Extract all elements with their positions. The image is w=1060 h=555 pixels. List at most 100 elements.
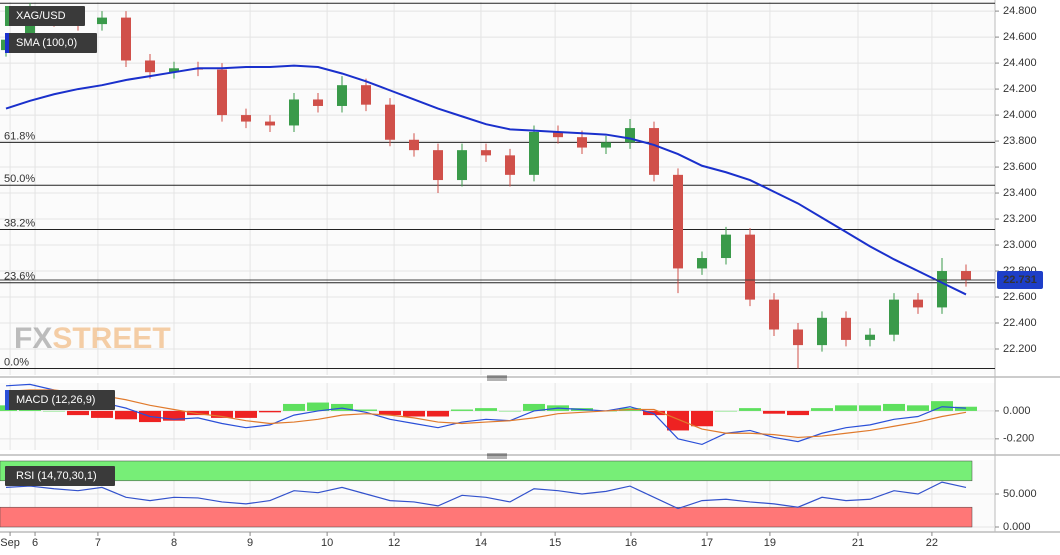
histogram-bar [163, 410, 185, 421]
candle-body [961, 271, 971, 281]
legend-entry: SMA (100,0) [16, 37, 77, 49]
x-tick-label: Sep [0, 537, 20, 549]
candle-body [457, 150, 467, 181]
candle-body [721, 234, 731, 259]
candle-body [145, 60, 155, 73]
candle-body [505, 155, 515, 175]
y-tick-label: 22.600 [1003, 291, 1037, 303]
histogram-bar [811, 408, 833, 411]
histogram-bar [523, 403, 545, 411]
histogram-bar [235, 410, 257, 418]
x-tick-label: 9 [247, 537, 253, 549]
last-price-label: 22.731 [1003, 274, 1037, 286]
candle-body [241, 115, 251, 122]
y-tick-label: 0.000 [1003, 521, 1031, 533]
y-tick-label: 24.000 [1003, 109, 1037, 121]
histogram-bar [43, 410, 65, 412]
y-tick-label: 23.400 [1003, 187, 1037, 199]
candle-body [97, 17, 107, 25]
rsi-line [5, 481, 967, 510]
legend-stripe [5, 33, 9, 53]
legend-title: XAG/USD [16, 10, 66, 22]
fib-label: 38.2% [4, 217, 35, 229]
candle-body [841, 317, 851, 340]
histogram-bar [835, 405, 857, 411]
candle-body [121, 17, 131, 61]
histogram-bar [475, 408, 497, 411]
resize-handle[interactable] [487, 375, 507, 459]
x-tick-label: 16 [625, 537, 637, 549]
x-tick-label: 12 [388, 537, 400, 549]
legend-stripe [5, 390, 9, 410]
y-tick-label: -0.200 [1003, 433, 1034, 445]
candle-body [337, 85, 347, 106]
candle-body [409, 139, 419, 151]
histogram-bar [283, 403, 305, 411]
candle-body [937, 271, 947, 308]
histogram-bar [355, 409, 377, 411]
legend-box [5, 33, 97, 53]
candle-body [553, 131, 563, 138]
candle-body [265, 121, 275, 126]
candle-body [793, 329, 803, 346]
histogram-bar [931, 401, 953, 411]
y-tick-label: 24.400 [1003, 57, 1037, 69]
y-tick-label: 0.000 [1003, 405, 1031, 417]
candle-body [817, 317, 827, 346]
histogram-bar [331, 403, 353, 411]
y-tick-label: 23.000 [1003, 239, 1037, 251]
sma-line [5, 64, 967, 296]
histogram-bar [115, 410, 137, 420]
candle-body [289, 99, 299, 126]
histogram-bar [667, 410, 689, 431]
x-tick-label: 22 [926, 537, 938, 549]
y-tick-label: 23.600 [1003, 161, 1037, 173]
overbought-band [0, 460, 973, 482]
y-tick-label: 24.200 [1003, 83, 1037, 95]
x-tick-label: 17 [701, 537, 713, 549]
histogram-bar [211, 410, 233, 418]
histogram-bar [859, 405, 881, 411]
histogram-bar [955, 406, 977, 411]
x-tick-label: 21 [852, 537, 864, 549]
fib-label: 0.0% [4, 356, 29, 368]
candle-body [361, 85, 371, 105]
x-tick-label: 19 [764, 537, 776, 549]
histogram-bar [907, 405, 929, 411]
last-price-box [997, 270, 1043, 289]
histogram-bar [739, 408, 761, 411]
histogram-bar [67, 410, 89, 416]
histogram-bar [259, 410, 281, 413]
y-tick-label: 22.400 [1003, 317, 1037, 329]
histogram-bar [91, 410, 113, 418]
legend-box [5, 6, 85, 26]
histogram-bar [787, 410, 809, 416]
histogram-bar [451, 409, 473, 411]
x-tick-label: 7 [95, 537, 101, 549]
candle-body [313, 99, 323, 106]
watermark-part: FX [14, 322, 52, 355]
fib-label: 50.0% [4, 173, 35, 185]
candle-body [577, 137, 587, 148]
candle-body [25, 17, 35, 40]
macd-line [5, 389, 967, 439]
watermark-part: STREET [52, 322, 170, 355]
x-tick-label: 6 [32, 537, 38, 549]
histogram-bar [643, 410, 665, 416]
candle-body [865, 334, 875, 340]
histogram-bar [403, 410, 425, 417]
histogram-bar [499, 410, 521, 412]
candle-body [697, 258, 707, 269]
candle-body [889, 299, 899, 335]
legend-stripe [5, 6, 9, 26]
candle-body [433, 150, 443, 181]
candle-body [481, 150, 491, 156]
x-tick-label: 15 [549, 537, 561, 549]
histogram-bar [883, 403, 905, 411]
candle-body [601, 142, 611, 148]
candle-body [913, 299, 923, 308]
histogram-bar [715, 410, 737, 412]
candle-body [529, 131, 539, 175]
candle-body [673, 174, 683, 269]
